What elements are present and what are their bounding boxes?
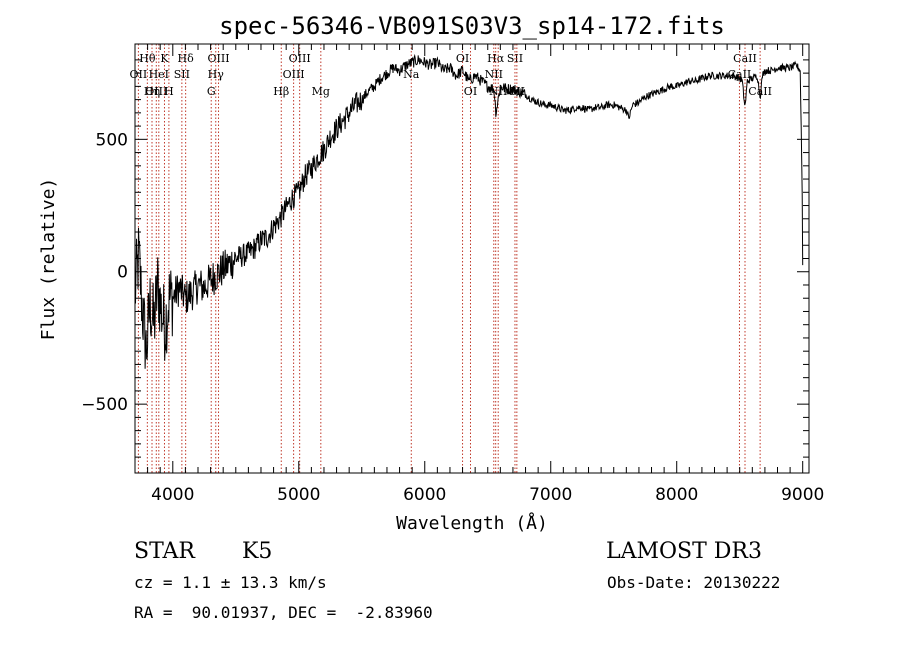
line-label: Hθ	[139, 52, 156, 65]
spectrum-line	[134, 53, 804, 369]
line-label: OIII	[145, 85, 167, 98]
line-label: Hα	[487, 52, 505, 65]
line-label: OIII	[283, 68, 305, 81]
coordinates: RA = 90.01937, DEC = -2.83960	[134, 603, 433, 622]
object-subclass: K5	[242, 539, 273, 564]
x-tick-label: 5000	[277, 485, 320, 505]
line-label: K	[160, 52, 169, 65]
line-label: Hγ	[208, 68, 225, 81]
axis-ticks	[134, 44, 809, 473]
line-label: Hδ	[178, 52, 195, 65]
x-tick-label: 4000	[151, 485, 194, 505]
line-label: HeI	[149, 68, 169, 81]
line-label: Hη	[144, 85, 160, 98]
line-label: SII	[174, 68, 190, 81]
spectrum-chart: spec-56346-VB091S03V3_sp14-172.fits Hθ OI…	[38, 12, 824, 534]
x-tick-label: 7000	[529, 485, 572, 505]
x-tick-label: 9000	[781, 485, 824, 505]
line-label: H	[164, 85, 174, 98]
line-label: Hβ	[273, 85, 289, 98]
line-label: NII	[485, 68, 503, 81]
object-class: STAR	[134, 539, 195, 564]
line-label: G	[207, 85, 216, 98]
line-label: OIII	[207, 52, 229, 65]
line-label: CaII	[733, 52, 757, 65]
line-label: Na	[403, 68, 420, 81]
chart-title: spec-56346-VB091S03V3_sp14-172.fits	[219, 12, 725, 40]
axis-tick-labels: 4000 5000 6000 7000 8000 9000 −500 0 500	[81, 130, 824, 505]
y-axis-label: Flux (relative)	[38, 178, 59, 341]
line-label: OI	[464, 85, 477, 98]
line-label: CaII	[748, 85, 772, 98]
line-label: SII	[507, 52, 523, 65]
line-label: OIII	[289, 52, 311, 65]
line-label: Mg	[312, 85, 330, 98]
line-label: CaII	[728, 68, 752, 81]
y-tick-label: 500	[96, 130, 128, 150]
y-tick-label: −500	[81, 395, 128, 415]
line-label: OI	[456, 52, 469, 65]
redshift-value: cz = 1.1 ± 13.3 km/s	[134, 573, 327, 592]
x-tick-label: 8000	[655, 485, 698, 505]
x-tick-label: 6000	[403, 485, 446, 505]
line-label: OII	[130, 68, 148, 81]
y-tick-label: 0	[117, 263, 128, 283]
x-axis-label: Wavelength (Å)	[396, 512, 548, 534]
survey-name: LAMOST DR3	[606, 539, 762, 564]
observation-date: Obs-Date: 20130222	[607, 573, 781, 592]
